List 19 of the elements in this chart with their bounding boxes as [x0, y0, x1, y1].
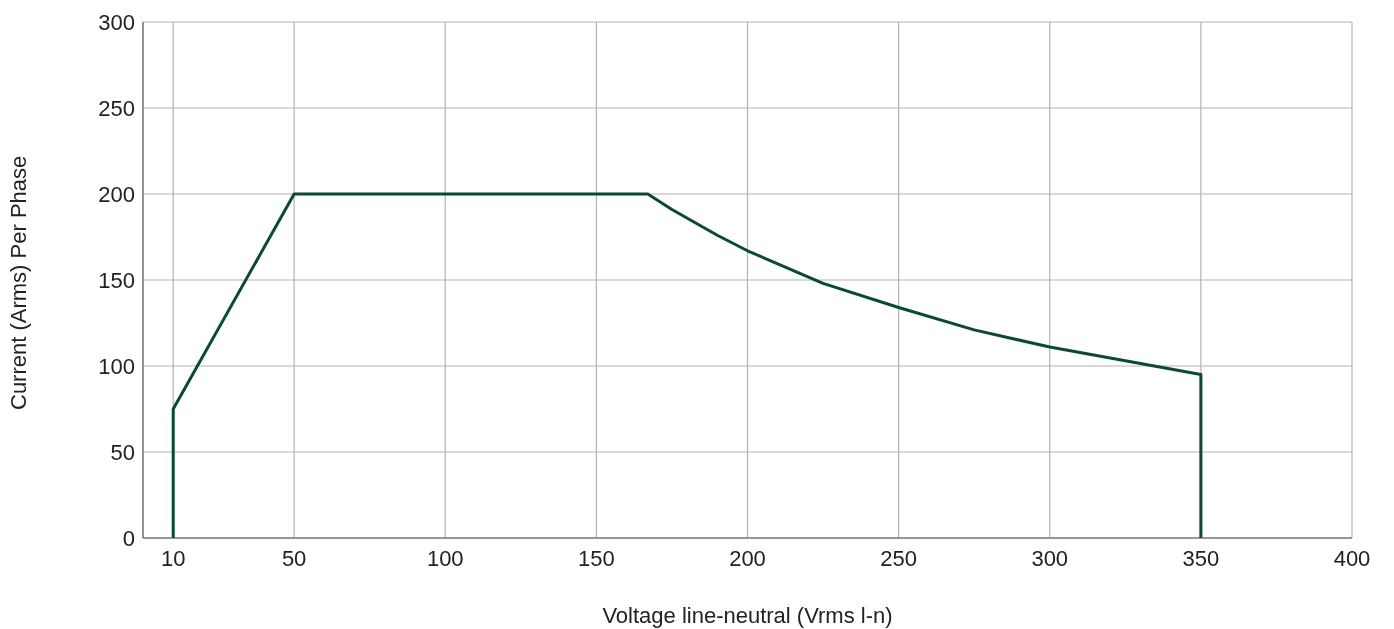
x-tick-label: 10 — [160, 545, 186, 571]
x-tick-label: 250 — [880, 545, 917, 571]
y-tick-label: 300 — [98, 9, 135, 35]
y-tick-label: 200 — [98, 181, 135, 207]
y-tick-label: 0 — [122, 525, 135, 551]
x-tick-label: 50 — [281, 545, 307, 571]
x-tick-label: 150 — [578, 545, 615, 571]
x-tick-label: 300 — [1031, 545, 1069, 571]
x-tick-label: 100 — [426, 545, 464, 571]
x-axis-title: Voltage line-neutral (Vrms l-n) — [602, 603, 893, 628]
line-series — [171, 192, 1203, 538]
x-tick-label: 400 — [1333, 545, 1371, 571]
y-tick-label: 250 — [98, 95, 135, 121]
y-tick-label: 100 — [98, 353, 135, 379]
x-tick-label: 200 — [729, 545, 766, 571]
y-axis-title: Current (Arms) Per Phase — [5, 155, 31, 410]
y-tick-label: 150 — [98, 267, 135, 293]
y-tick-label: 50 — [110, 439, 135, 465]
x-tick-label: 350 — [1182, 545, 1220, 571]
